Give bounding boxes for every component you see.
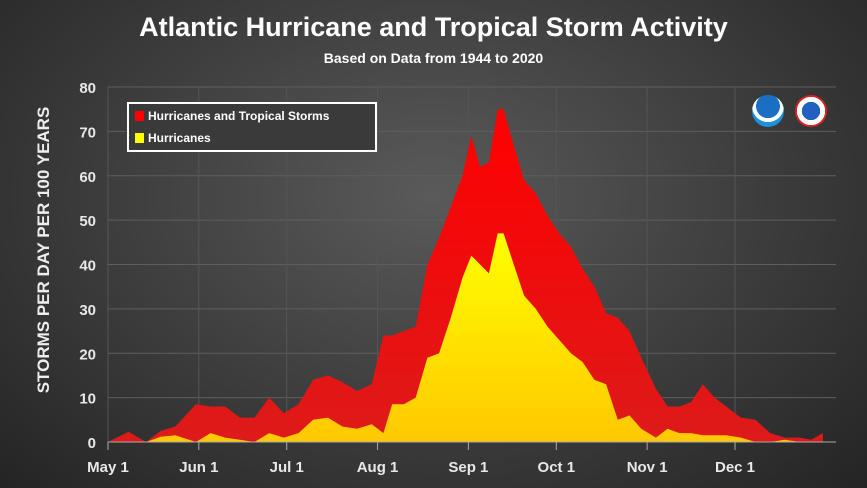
legend-label: Hurricanes bbox=[148, 131, 211, 145]
y-tick-label: 20 bbox=[79, 346, 96, 363]
hurricanes-area bbox=[108, 233, 823, 442]
y-tick-label: 10 bbox=[79, 391, 96, 408]
legend: Hurricanes and Tropical Storms Hurricane… bbox=[127, 102, 377, 152]
chart-title: Atlantic Hurricane and Tropical Storm Ac… bbox=[139, 12, 728, 42]
x-tick-label: Aug 1 bbox=[357, 459, 399, 476]
y-tick-label: 60 bbox=[79, 169, 96, 186]
noaa-logo bbox=[752, 95, 784, 127]
y-tick-label: 40 bbox=[79, 258, 96, 275]
y-tick-label: 0 bbox=[88, 435, 96, 452]
x-tick-label: Sep 1 bbox=[448, 459, 488, 476]
legend-item-total: Hurricanes and Tropical Storms bbox=[135, 109, 329, 123]
nws-logo bbox=[795, 95, 827, 127]
y-tick-label: 50 bbox=[79, 213, 96, 230]
y-tick-label: 80 bbox=[79, 80, 96, 97]
x-tick-label: Nov 1 bbox=[627, 459, 668, 476]
legend-swatch-red bbox=[135, 111, 144, 121]
legend-item-hurricanes: Hurricanes bbox=[135, 131, 211, 145]
x-tick-label: May 1 bbox=[87, 459, 129, 476]
legend-label: Hurricanes and Tropical Storms bbox=[148, 109, 330, 123]
x-tick-label: Jun 1 bbox=[179, 459, 218, 476]
y-tick-label: 30 bbox=[79, 302, 96, 319]
chart-subtitle: Based on Data from 1944 to 2020 bbox=[323, 50, 544, 66]
x-tick-label: Dec 1 bbox=[715, 459, 755, 476]
x-tick-label: Jul 1 bbox=[270, 459, 304, 476]
x-tick-label: Oct 1 bbox=[538, 459, 576, 476]
y-tick-label: 70 bbox=[79, 124, 96, 141]
legend-swatch-yellow bbox=[135, 133, 144, 143]
